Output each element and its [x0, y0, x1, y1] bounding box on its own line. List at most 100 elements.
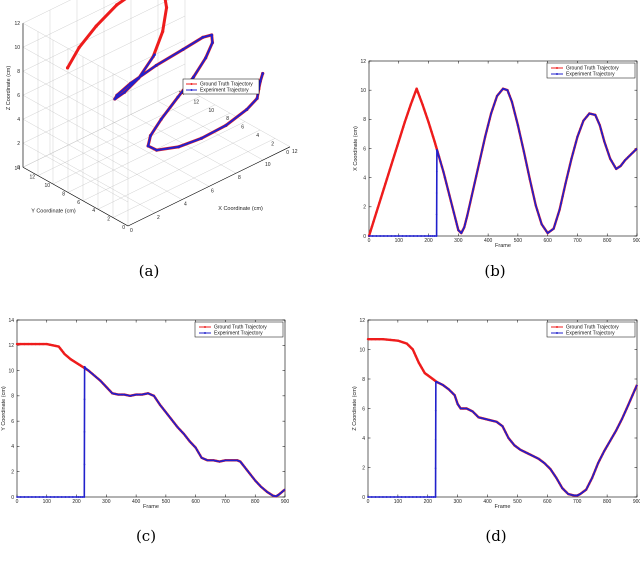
series-ground-truth-trajectory	[65, 0, 265, 152]
y-tick-label: 2	[363, 205, 366, 211]
data-point	[561, 487, 564, 490]
legend-marker-ground-truth-trajectory	[556, 326, 558, 328]
data-point	[211, 459, 213, 462]
data-point	[208, 459, 210, 462]
data-point	[633, 389, 636, 391]
data-point	[453, 394, 456, 397]
panel-a-3d-trajectory: 0246810120246810121402468101214024681012…	[6, 0, 298, 234]
y-tick-label: 8	[362, 377, 365, 383]
legend-label-ground-truth-trajectory: Ground Truth Trajectory	[214, 325, 267, 331]
data-point	[630, 153, 632, 156]
data-point	[455, 398, 458, 401]
data-point	[543, 227, 546, 230]
y-tick-label: 4	[362, 436, 365, 442]
data-point	[87, 369, 90, 372]
data-point	[445, 182, 448, 185]
data-point	[487, 124, 490, 127]
y-axis-label: X Coordinate (cm)	[353, 126, 359, 171]
data-point	[546, 465, 549, 467]
data-point	[609, 157, 612, 160]
data-point	[400, 496, 403, 498]
series-experiment-trajectory	[16, 365, 286, 498]
grid	[22, 0, 291, 227]
data-point	[408, 107, 411, 111]
data-point	[550, 470, 553, 473]
data-point	[477, 416, 480, 419]
data-point	[258, 484, 261, 487]
data-point	[407, 343, 410, 347]
data-point	[229, 459, 231, 462]
data-point	[575, 141, 577, 144]
legend-marker-experiment-trajectory	[556, 73, 558, 75]
data-point	[167, 415, 170, 417]
data-point	[482, 417, 484, 420]
data-point	[588, 112, 591, 115]
data-point	[93, 374, 96, 377]
data-point	[509, 98, 512, 100]
data-point	[266, 491, 269, 493]
data-point	[278, 493, 280, 496]
data-point	[609, 440, 611, 442]
data-point	[557, 213, 559, 216]
series-experiment-trajectory	[368, 87, 638, 237]
data-point	[498, 423, 501, 425]
data-point	[604, 144, 607, 147]
data-point	[521, 143, 524, 146]
data-point	[467, 208, 470, 210]
x-tick-label: 100	[394, 499, 403, 505]
data-point	[558, 208, 561, 211]
data-point	[428, 125, 432, 129]
y-tick-label: 14	[8, 318, 14, 324]
x-tick-label: 2	[157, 215, 160, 221]
floor-grid-line	[97, 129, 261, 210]
data-point	[26, 342, 30, 346]
data-point	[565, 491, 568, 494]
data-point	[582, 119, 585, 122]
floor-grid-line	[37, 96, 201, 176]
data-point	[118, 393, 121, 396]
data-point	[579, 493, 582, 495]
data-point	[27, 496, 30, 498]
data-point	[369, 230, 372, 233]
data-point	[447, 188, 449, 191]
floor-grid-line	[52, 104, 216, 185]
data-point	[399, 135, 402, 138]
data-point	[373, 215, 377, 219]
data-point	[600, 456, 603, 459]
y-axis-line	[22, 166, 129, 227]
data-point	[562, 488, 565, 491]
data-point	[176, 426, 179, 429]
data-point	[120, 393, 123, 396]
data-point	[481, 149, 484, 151]
data-point	[419, 99, 423, 102]
data-point	[524, 451, 526, 453]
data-point	[374, 337, 377, 341]
data-point	[538, 458, 541, 461]
data-point	[397, 235, 400, 237]
data-point	[57, 496, 59, 498]
data-point	[114, 393, 117, 395]
legend-marker-ground-truth-trajectory	[190, 83, 193, 85]
data-point	[592, 473, 595, 476]
side-wall-grid-line	[22, 71, 129, 131]
data-point	[401, 235, 404, 237]
data-point	[378, 337, 381, 341]
x-tick-label: 900	[633, 499, 640, 505]
data-point	[512, 106, 515, 109]
data-point	[606, 149, 609, 151]
data-point	[199, 454, 202, 457]
y-tick-label: 6	[241, 125, 244, 131]
data-point	[190, 442, 193, 444]
data-point	[463, 226, 466, 229]
data-point	[214, 459, 216, 462]
data-point	[496, 95, 498, 97]
data-point	[456, 400, 458, 403]
data-point	[204, 56, 207, 60]
data-point	[95, 375, 97, 378]
data-point	[471, 410, 474, 413]
data-point	[83, 463, 86, 466]
data-point	[176, 95, 180, 99]
data-point	[215, 460, 218, 462]
